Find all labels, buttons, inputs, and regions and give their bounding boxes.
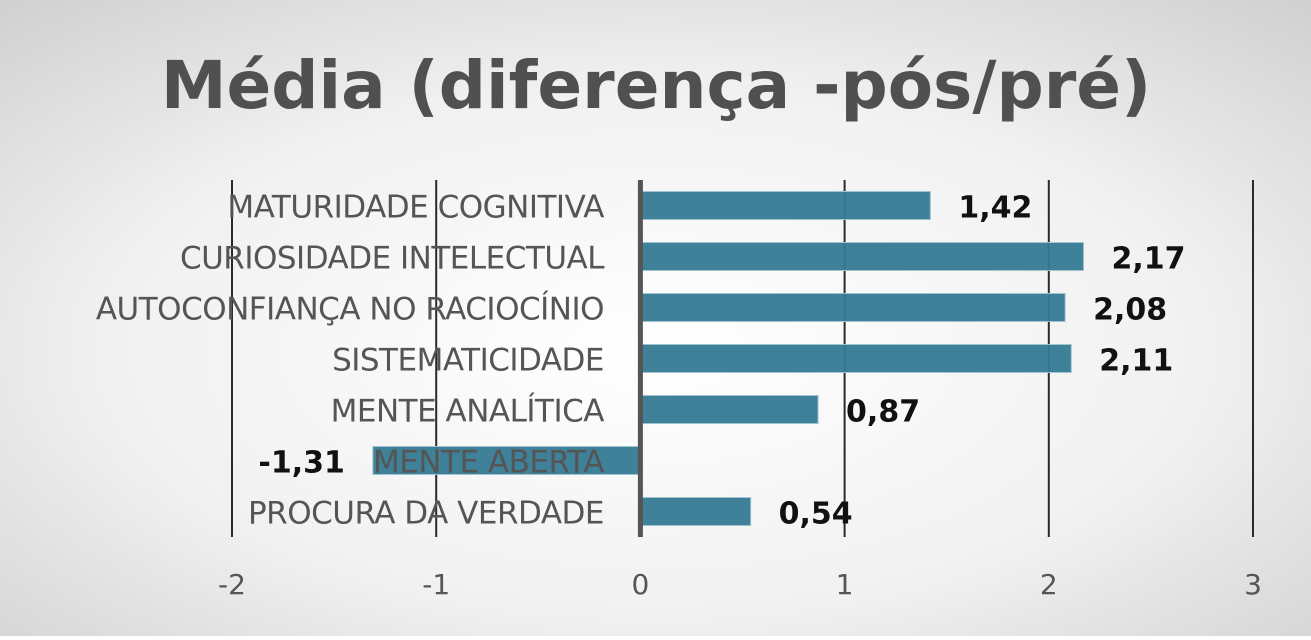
x-tick-label: -1 bbox=[422, 568, 450, 601]
bar bbox=[639, 497, 752, 526]
value-label: 0,87 bbox=[846, 395, 920, 430]
category-label: MATURIDADE COGNITIVA bbox=[227, 190, 604, 226]
tick-labels: -2 -1 0 1 2 3 bbox=[218, 568, 1262, 601]
value-label: 2,17 bbox=[1112, 242, 1186, 277]
value-label: 2,11 bbox=[1099, 344, 1173, 379]
value-labels: 1,42 2,17 2,08 2,11 0,87 -1,31 0,54 bbox=[258, 191, 1185, 532]
value-label: -1,31 bbox=[258, 446, 344, 481]
x-tick-label: 2 bbox=[1040, 568, 1058, 601]
bar bbox=[639, 191, 931, 220]
category-label: AUTOCONFIANÇA NO RACIOCÍNIO bbox=[96, 292, 604, 328]
category-labels: MATURIDADE COGNITIVA CURIOSIDADE INTELECT… bbox=[96, 190, 606, 532]
x-tick-label: -2 bbox=[218, 568, 246, 601]
x-tick-label: 1 bbox=[836, 568, 854, 601]
bar bbox=[372, 446, 641, 475]
bar bbox=[639, 242, 1085, 271]
x-tick-label: 0 bbox=[631, 568, 649, 601]
value-label: 1,42 bbox=[958, 191, 1032, 226]
category-label: CURIOSIDADE INTELECTUAL bbox=[180, 241, 605, 277]
bar bbox=[639, 344, 1072, 373]
bars bbox=[372, 191, 1085, 526]
category-label: PROCURA DA VERDADE bbox=[248, 496, 604, 532]
bar bbox=[639, 293, 1066, 322]
value-label: 2,08 bbox=[1093, 293, 1167, 328]
chart-title: Média (diferença -pós/pré) bbox=[161, 47, 1151, 124]
category-label: SISTEMATICIDADE bbox=[332, 343, 604, 379]
x-tick-label: 3 bbox=[1244, 568, 1262, 601]
category-label: MENTE ABERTA bbox=[373, 445, 604, 481]
category-label: MENTE ANALÍTICA bbox=[331, 394, 605, 430]
bar bbox=[639, 395, 819, 424]
value-label: 0,54 bbox=[779, 497, 853, 532]
